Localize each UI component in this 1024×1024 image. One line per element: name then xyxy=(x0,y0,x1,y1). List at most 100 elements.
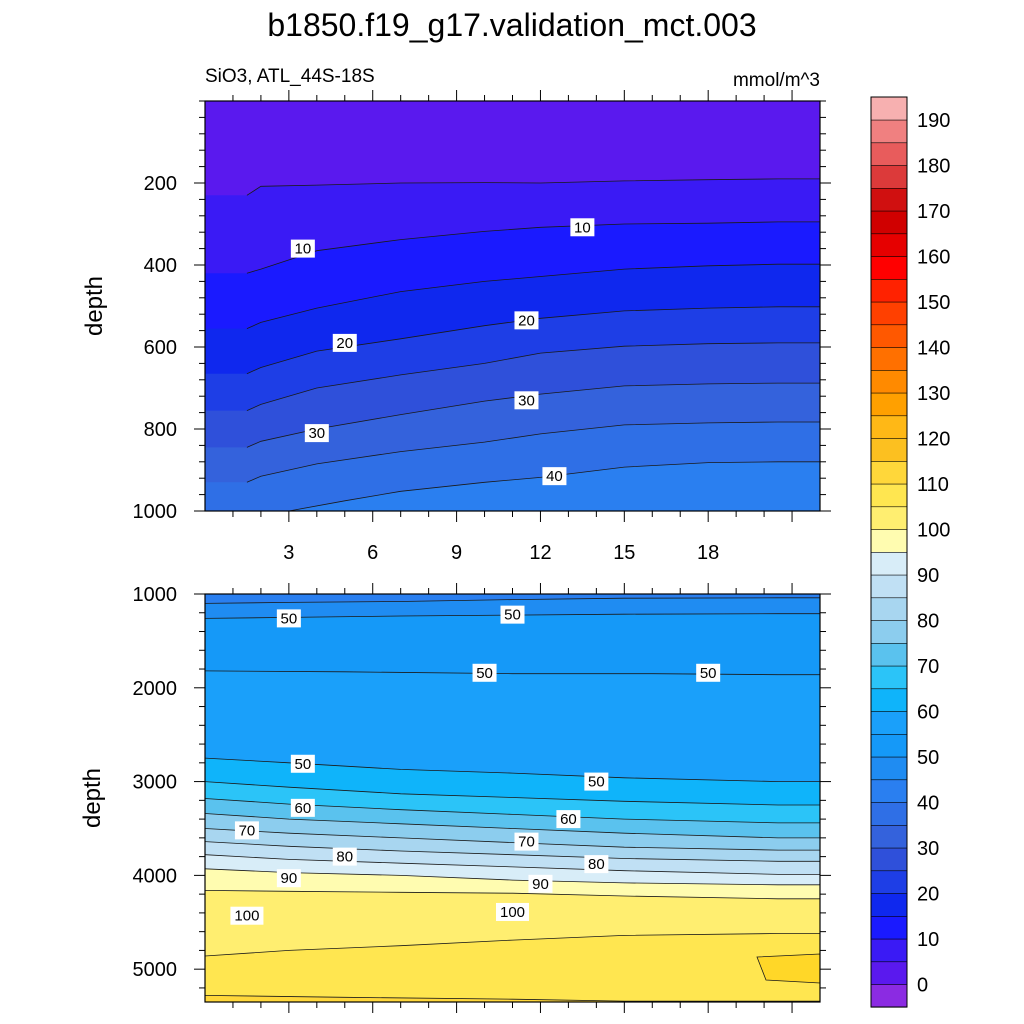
x-tick-label: 3 xyxy=(283,542,294,564)
contour-band xyxy=(756,953,820,984)
colorbar-swatch xyxy=(870,961,908,985)
contour-label: 50 xyxy=(700,665,717,682)
colorbar-swatch xyxy=(870,574,908,599)
lower-axis-ticks: 1000 2000 3000 4000 5000 xyxy=(133,583,831,1013)
contour-label: 70 xyxy=(518,834,535,851)
colorbar-tick-label: 0 xyxy=(917,974,928,996)
colorbar: 0 10 20 30 40 50 60 70 80 90 100 110 120 130 140 150 160… xyxy=(870,96,950,1008)
colorbar-swatch xyxy=(870,278,908,303)
colorbar-swatch xyxy=(870,96,908,121)
contour-label: 50 xyxy=(504,607,521,624)
y-tick-label: 2000 xyxy=(133,678,178,700)
contour-label-bg xyxy=(496,902,529,921)
colorbar-swatch xyxy=(870,642,908,667)
colorbar-swatch xyxy=(870,779,908,803)
contour-label: 50 xyxy=(281,610,298,627)
y-tick-label: 800 xyxy=(144,419,177,441)
chart-title: b1850.f19_g17.validation_mct.003 xyxy=(267,7,756,43)
colorbar-swatch xyxy=(870,506,908,530)
contour-label: 50 xyxy=(588,774,605,791)
contour-label-bg xyxy=(514,832,539,851)
colorbar-swatch xyxy=(870,938,908,963)
contour-label: 80 xyxy=(588,856,605,873)
contour-line xyxy=(205,828,820,851)
contour-label-bg xyxy=(570,218,595,237)
contour-line xyxy=(246,421,820,483)
colorbar-tick-label: 10 xyxy=(917,929,939,951)
colorbar-swatch xyxy=(870,528,908,553)
y-tick-label: 3000 xyxy=(133,772,178,794)
colorbar-swatch xyxy=(870,733,908,758)
colorbar-tick-label: 150 xyxy=(917,292,950,314)
lower-contour-lines xyxy=(205,597,820,1002)
contour-label-bg xyxy=(528,874,553,893)
contour-band xyxy=(205,995,820,1002)
contour-label-bg xyxy=(290,239,315,258)
contour-line xyxy=(205,890,820,900)
colorbar-tick-label: 80 xyxy=(917,610,939,632)
colorbar-tick-label: 180 xyxy=(917,155,950,177)
contour-label-bg xyxy=(514,391,539,410)
contour-line xyxy=(205,995,820,1002)
colorbar-tick-label: 100 xyxy=(917,519,950,541)
colorbar-tick-label: 160 xyxy=(917,246,950,268)
contour-label: 20 xyxy=(336,335,353,352)
colorbar-swatch xyxy=(870,915,908,940)
colorbar-tick-label: 40 xyxy=(917,792,939,814)
colorbar-tick-label: 50 xyxy=(917,747,939,769)
colorbar-swatch xyxy=(870,483,908,508)
colorbar-tick-label: 90 xyxy=(917,565,939,587)
x-tick-label: 9 xyxy=(451,542,462,564)
colorbar-tick-label: 60 xyxy=(917,701,939,723)
colorbar-frame xyxy=(870,96,908,1008)
colorbar-swatch xyxy=(870,142,908,166)
colorbar-swatch xyxy=(870,119,908,144)
contour-label-bg xyxy=(230,906,264,925)
contour-line xyxy=(205,781,820,806)
contour-band xyxy=(205,933,820,1002)
contour-line xyxy=(205,597,820,604)
contour-label: 80 xyxy=(336,849,353,866)
colorbar-tick-label: 20 xyxy=(917,883,939,905)
colorbar-swatch xyxy=(870,710,908,735)
x-tick-label: 6 xyxy=(367,542,378,564)
colorbar-swatch xyxy=(870,665,908,690)
colorbar-tick-label: 190 xyxy=(917,110,950,132)
colorbar-swatch xyxy=(870,346,908,371)
y-tick-label: 600 xyxy=(144,337,177,359)
contour-line xyxy=(246,263,820,329)
colorbar-tick-label: 70 xyxy=(917,656,939,678)
contour-label: 60 xyxy=(560,811,577,828)
colorbar-swatch xyxy=(870,801,908,826)
contour-label: 60 xyxy=(294,800,311,817)
x-tick-label: 18 xyxy=(697,542,719,564)
y-tick-label: 5000 xyxy=(133,959,178,981)
contour-line xyxy=(205,798,820,824)
contour-label-bg xyxy=(290,754,315,773)
colorbar-swatch xyxy=(870,210,908,235)
contour-line xyxy=(205,854,820,875)
colorbar-tick-label: 140 xyxy=(917,337,950,359)
contour-line xyxy=(205,757,820,782)
contour-label-bg xyxy=(234,821,259,840)
colorbar-swatch xyxy=(870,847,908,872)
x-tick-label: 15 xyxy=(613,542,635,564)
contour-label-bg xyxy=(276,609,301,628)
chart-subtitle: SiO3, ATL_44S-18S xyxy=(205,66,375,87)
colorbar-swatch xyxy=(870,756,908,781)
lower-y-axis-label: depth xyxy=(79,768,106,828)
contour-label-bg xyxy=(304,424,329,443)
contour-label: 10 xyxy=(574,219,591,236)
colorbar-swatch xyxy=(870,233,908,257)
contour-line xyxy=(288,461,820,511)
contour-label: 100 xyxy=(234,908,259,925)
contour-label-bg xyxy=(290,798,315,817)
colorbar-swatch xyxy=(870,460,908,485)
upper-contour-lines xyxy=(246,178,820,511)
contour-label-bg xyxy=(276,869,301,888)
contour-label-bg xyxy=(332,333,357,352)
contour-label: 30 xyxy=(308,425,325,442)
y-tick-label: 1000 xyxy=(133,501,178,523)
units-label: mmol/m^3 xyxy=(733,70,820,91)
